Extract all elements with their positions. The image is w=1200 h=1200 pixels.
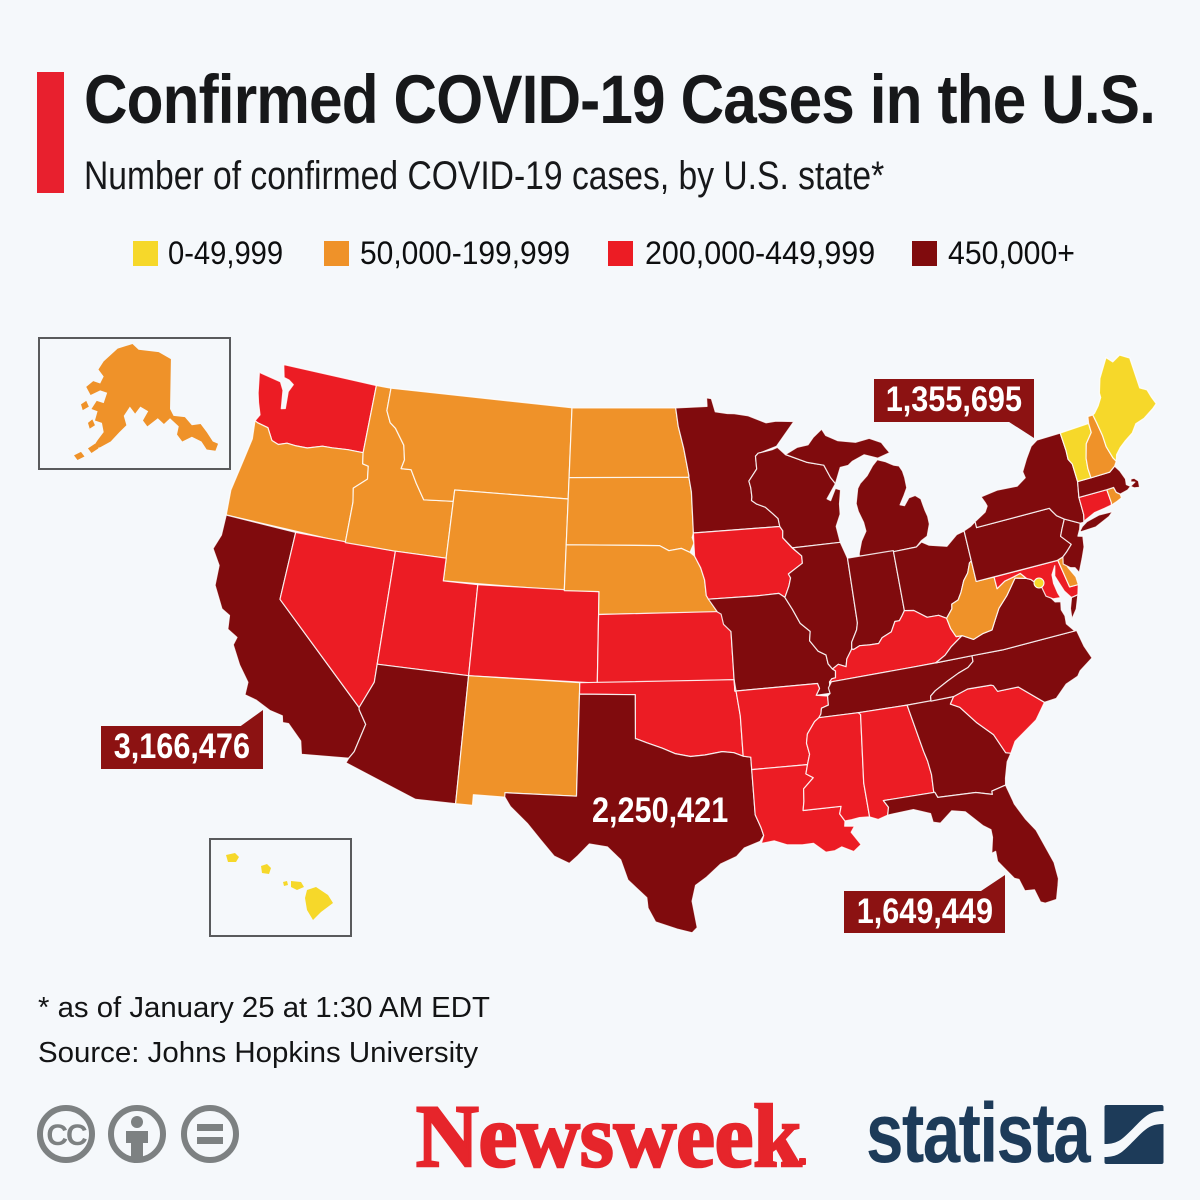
svg-text:CC: CC <box>46 1119 87 1152</box>
